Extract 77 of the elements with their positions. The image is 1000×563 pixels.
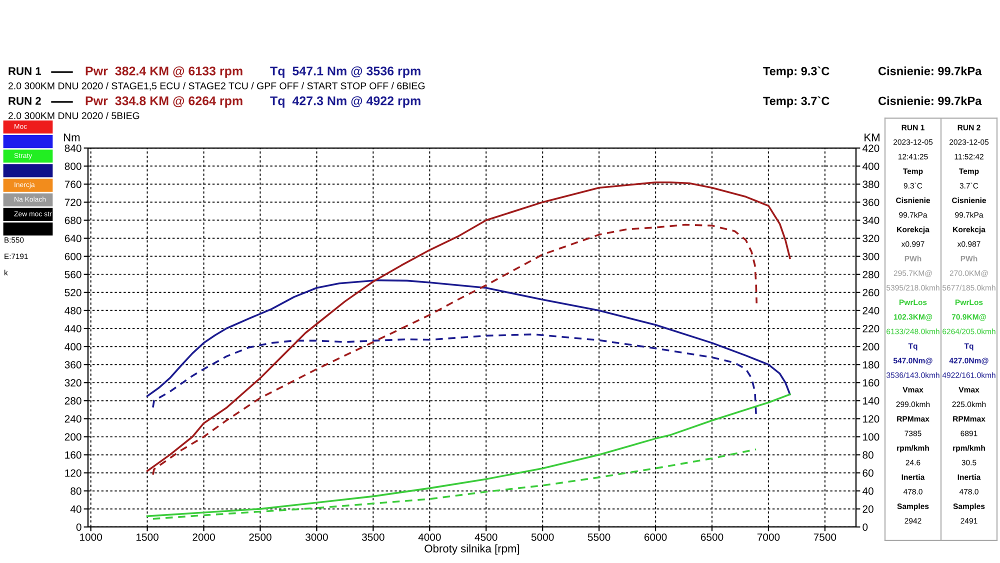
y2-tick-label: 300 bbox=[862, 252, 880, 260]
y-tick-label: 560 bbox=[64, 270, 82, 278]
y2-tick-label: 20 bbox=[862, 505, 874, 513]
y-tick-label: 200 bbox=[64, 433, 82, 441]
x-tick-label: 1000 bbox=[80, 533, 102, 541]
y-tick-label: 840 bbox=[64, 144, 82, 152]
x-tick-label: 7500 bbox=[814, 533, 836, 541]
y2-tick-label: 240 bbox=[862, 306, 880, 314]
line-series bbox=[146, 279, 791, 398]
text: Pwr 334.8 KM @ 6264 rpm bbox=[86, 96, 242, 108]
y-tick-label: 400 bbox=[64, 343, 82, 350]
x-tick-label: 4500 bbox=[474, 533, 498, 541]
line-series bbox=[152, 333, 757, 416]
x-tick-label: 3500 bbox=[362, 533, 384, 541]
y2-axis-title: KM bbox=[864, 134, 880, 142]
y-tick-label: 320 bbox=[64, 379, 82, 386]
y-tick-label: 520 bbox=[64, 288, 82, 296]
text: Temp: 3.7`C bbox=[763, 96, 830, 108]
x-axis-title: Obroty silnika [rpm] bbox=[424, 544, 520, 555]
y2-tick-label: 160 bbox=[863, 379, 880, 386]
y-tick-label: 760 bbox=[64, 180, 82, 188]
y-tick-label: 280 bbox=[64, 397, 82, 405]
text: RUN 1 bbox=[8, 67, 42, 76]
x-tick-label: 5000 bbox=[531, 533, 554, 541]
y2-tick-label: 120 bbox=[863, 415, 880, 423]
x-tick-label: 6500 bbox=[700, 533, 724, 541]
y2-tick-label: 280 bbox=[862, 270, 880, 278]
y2-tick-label: 360 bbox=[862, 198, 880, 206]
y2-tick-label: 380 bbox=[862, 180, 880, 188]
y-tick-label: 0 bbox=[76, 523, 82, 531]
y-tick-label: 720 bbox=[64, 198, 82, 206]
text: Temp: 9.3`C bbox=[763, 66, 830, 78]
text: Pwr 382.4 KM @ 6133 rpm bbox=[86, 66, 242, 78]
line-series bbox=[146, 393, 791, 518]
text: 2.0 300KM DNU 2020 / STAGE1,5 ECU / STAGE2 TCU / GPF OFF / START STOP OFF / 6BIEG bbox=[8, 82, 425, 90]
y-tick-label: 600 bbox=[64, 252, 82, 260]
y2-tick-label: 400 bbox=[862, 162, 880, 170]
y2-tick-label: 180 bbox=[863, 361, 880, 368]
y2-tick-label: 40 bbox=[862, 487, 874, 495]
x-tick-label: 1500 bbox=[136, 533, 158, 541]
y-axis-title: Nm bbox=[64, 134, 80, 142]
y-tick-label: 240 bbox=[64, 415, 82, 423]
x-tick-label: 4000 bbox=[418, 533, 441, 541]
y-tick-label: 40 bbox=[70, 505, 82, 513]
line-series bbox=[146, 181, 791, 472]
text: Tq 547.1 Nm @ 3536 rpm bbox=[270, 66, 420, 78]
x-tick-label: 2500 bbox=[249, 533, 272, 541]
y-tick-label: 640 bbox=[64, 234, 82, 242]
text: RUN 2 bbox=[8, 97, 41, 105]
y-tick-label: 440 bbox=[64, 325, 82, 332]
y2-tick-label: 220 bbox=[862, 325, 880, 332]
text: Cisnienie: 99.7kPa bbox=[878, 66, 982, 76]
y2-tick-label: 0 bbox=[862, 523, 868, 531]
y2-tick-label: 60 bbox=[862, 469, 874, 477]
y-tick-label: 160 bbox=[65, 451, 82, 459]
y2-tick-label: 200 bbox=[862, 343, 880, 350]
y-tick-label: 360 bbox=[64, 361, 82, 368]
y2-tick-label: 100 bbox=[863, 433, 880, 441]
y-tick-label: 120 bbox=[65, 469, 82, 477]
y-tick-label: 80 bbox=[70, 487, 82, 495]
y2-tick-label: 80 bbox=[862, 451, 874, 459]
y2-tick-label: 420 bbox=[862, 144, 880, 152]
x-tick-label: 2000 bbox=[192, 533, 215, 541]
text: 2.0 300KM DNU 2020 / 5BIEG bbox=[8, 112, 140, 120]
y2-tick-label: 320 bbox=[862, 234, 880, 242]
y2-tick-label: 340 bbox=[862, 216, 880, 224]
y2-tick-label: 140 bbox=[863, 397, 880, 405]
text: Tq 427.3 Nm @ 4922 rpm bbox=[270, 96, 420, 108]
y-tick-label: 480 bbox=[64, 306, 82, 314]
x-tick-label: 5500 bbox=[588, 533, 610, 541]
y-tick-label: 680 bbox=[64, 216, 82, 224]
x-tick-label: 6000 bbox=[644, 533, 667, 541]
y2-tick-label: 260 bbox=[862, 288, 880, 296]
y-tick-label: 800 bbox=[64, 162, 82, 170]
text: Cisnienie: 99.7kPa bbox=[878, 96, 982, 106]
x-tick-label: 7000 bbox=[757, 533, 780, 541]
x-tick-label: 3000 bbox=[306, 533, 328, 541]
